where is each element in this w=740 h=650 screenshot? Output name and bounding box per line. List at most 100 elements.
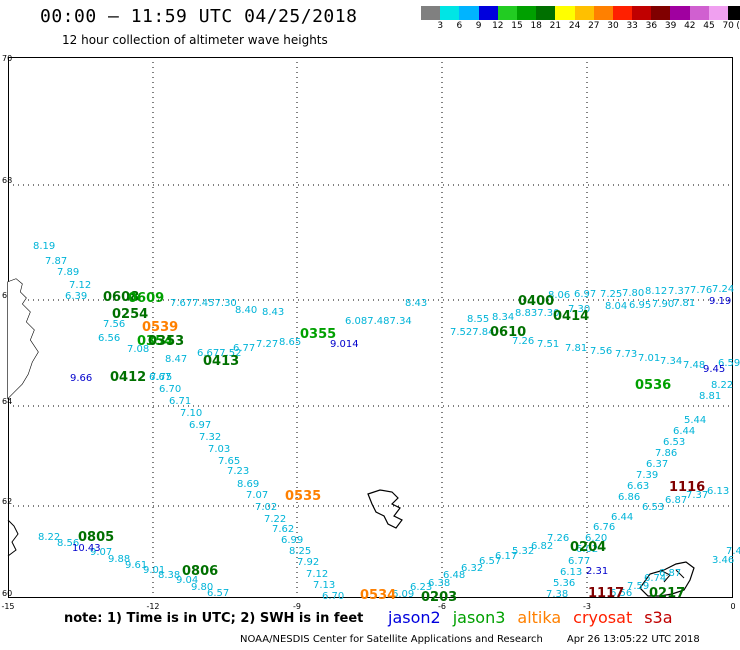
legend-cryosat: cryosat bbox=[573, 608, 633, 627]
color-scale-cell bbox=[651, 6, 671, 20]
legend-jason2: jason2 bbox=[388, 608, 441, 627]
color-scale-unit: (ft) bbox=[736, 21, 740, 31]
swh-label: 7.48 bbox=[726, 546, 740, 557]
swh-label: 7.92 bbox=[297, 557, 319, 568]
swh-label: 6.23 bbox=[410, 582, 432, 593]
longitude-label: -15 bbox=[1, 602, 14, 610]
swh-label: 6.57 bbox=[479, 556, 501, 567]
latitude-label: 60 bbox=[2, 589, 12, 598]
pass-time-label: 0217 bbox=[649, 586, 685, 601]
color-scale-cell bbox=[593, 6, 613, 20]
color-scale-label: 15 bbox=[511, 21, 523, 31]
swh-label: 7.32 bbox=[199, 432, 221, 443]
swh-label: 6.02 bbox=[576, 544, 598, 555]
swh-label: 6.13 bbox=[560, 567, 582, 578]
swh-label: 7.12 bbox=[69, 280, 91, 291]
swh-label: 8.69 bbox=[237, 479, 259, 490]
swh-label: 7.07 bbox=[246, 490, 268, 501]
latitude-label: 68 bbox=[2, 176, 12, 185]
color-scale-label: 9 bbox=[475, 21, 482, 31]
swh-label: 7.38 bbox=[546, 589, 568, 600]
swh-label: 7.81 bbox=[673, 298, 695, 309]
swh-label: 6.13 bbox=[707, 486, 729, 497]
generated-timestamp: Apr 26 13:05:22 UTC 2018 bbox=[566, 634, 700, 645]
swh-label: 6.44 bbox=[673, 426, 695, 437]
swh-label: 7.89 bbox=[57, 267, 79, 278]
swh-label: 7.59 bbox=[627, 581, 649, 592]
swh-label: 6.70 bbox=[322, 591, 344, 602]
pass-time-label: 0609 bbox=[128, 291, 164, 306]
color-scale-label: 30 bbox=[607, 21, 619, 31]
swh-label-high: 2.31 bbox=[586, 566, 608, 577]
pass-time-label: 0203 bbox=[421, 590, 457, 605]
color-scale-cell bbox=[632, 6, 652, 20]
color-scale-label: 3 bbox=[437, 21, 444, 31]
pass-time-label: 0610 bbox=[490, 325, 526, 340]
faroe-islands bbox=[367, 489, 403, 529]
color-scale-label: 42 bbox=[684, 21, 696, 31]
color-scale-cell bbox=[574, 6, 594, 20]
swh-label: 6.71 bbox=[169, 396, 191, 407]
color-scale-cell bbox=[497, 6, 517, 20]
swh-label: 8.47 bbox=[165, 354, 187, 365]
map-title: 00:00 – 11:59 UTC 04/25/2018 bbox=[40, 6, 358, 27]
swh-label: 7.03 bbox=[208, 444, 230, 455]
swh-label: 7.23 bbox=[227, 466, 249, 477]
swh-label: 7.62 bbox=[272, 524, 294, 535]
swh-label: 6.63 bbox=[627, 481, 649, 492]
swh-label: 9.80 bbox=[191, 582, 213, 593]
swh-label: 7.81 bbox=[565, 343, 587, 354]
color-scale-label: 21 bbox=[549, 21, 562, 31]
swh-label: 7.51 bbox=[537, 339, 559, 350]
longitude-label: -6 bbox=[438, 602, 446, 610]
swh-label: 6.32 bbox=[461, 563, 483, 574]
latitude-label: 66 bbox=[2, 291, 12, 300]
pass-time-label: 0412 bbox=[110, 370, 146, 385]
swh-label: 9.01 bbox=[143, 565, 165, 576]
pass-time-label: 0536 bbox=[635, 378, 671, 393]
swh-label: 6.70 bbox=[159, 384, 181, 395]
footer: NOAA/NESDIS Center for Satellite Applica… bbox=[240, 634, 700, 645]
pass-time-label: 0354 bbox=[137, 334, 173, 349]
swh-label: 7.22 bbox=[264, 514, 286, 525]
swh-label: 3.46 bbox=[712, 555, 734, 566]
swh-label: 6.53 bbox=[642, 502, 664, 513]
swh-label: 7.86 bbox=[655, 448, 677, 459]
latitude-label: 62 bbox=[2, 497, 12, 506]
swh-label: 6.87 bbox=[659, 568, 681, 579]
swh-label: 8.34 bbox=[492, 312, 514, 323]
pass-time-label: 0204 bbox=[570, 540, 606, 555]
swh-label: 7.56 bbox=[590, 346, 612, 357]
pass-time-label: 0535 bbox=[285, 489, 321, 504]
swh-label: 8.43 bbox=[262, 307, 284, 318]
swh-label: 6.37 bbox=[646, 459, 668, 470]
color-scale-cell bbox=[612, 6, 633, 20]
swh-label: 7.75 bbox=[150, 372, 172, 383]
swh-label: 6.77 bbox=[568, 556, 590, 567]
header: 00:00 – 11:59 UTC 04/25/2018 12 hour col… bbox=[0, 0, 740, 56]
legend-jason3: jason3 bbox=[452, 608, 506, 627]
swh-label: 7.56 bbox=[103, 319, 125, 330]
swh-label: 7.24 bbox=[712, 284, 734, 295]
pass-time-label: 0254 bbox=[112, 307, 148, 322]
map-subtitle: 12 hour collection of altimeter wave hei… bbox=[62, 33, 328, 47]
swh-label: 7.65 bbox=[218, 456, 240, 467]
swh-label: 6.97 bbox=[189, 420, 211, 431]
swh-label: 8.40 bbox=[235, 305, 257, 316]
swh-label: 6.82 bbox=[531, 541, 553, 552]
wave-height-map: 70 68 66 64 62 60 -15 -12 -9 -6 -3 0 8.19 7.877.89 7.1… bbox=[1, 54, 740, 610]
color-scale-label: 39 bbox=[664, 21, 677, 31]
pass-time-label: 0534 bbox=[360, 588, 396, 603]
latitude-label: 64 bbox=[2, 397, 12, 406]
swh-label: 8.22 bbox=[38, 532, 60, 543]
swh-label: 7.34 bbox=[660, 356, 682, 367]
swh-label: 6.67 bbox=[149, 372, 171, 383]
color-scale-cell bbox=[536, 6, 556, 20]
swh-label: 7.48 bbox=[683, 360, 705, 371]
color-scale-label: 18 bbox=[530, 21, 542, 31]
swh-label: 7.10 bbox=[180, 408, 202, 419]
swh-label: 7.01 bbox=[638, 353, 660, 364]
color-scale-cell bbox=[440, 6, 460, 20]
swh-label: 7.12 bbox=[306, 569, 328, 580]
pass-time-label: 0414 bbox=[553, 309, 589, 324]
